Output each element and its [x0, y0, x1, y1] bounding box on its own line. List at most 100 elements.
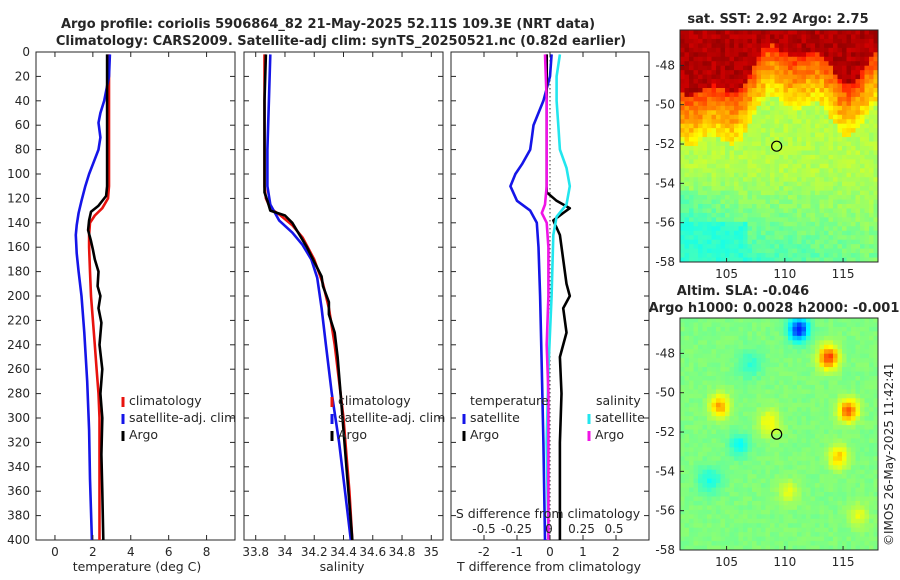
sst_map-cell — [869, 56, 875, 62]
sst_map-cell — [837, 30, 843, 36]
sst_map-cell — [725, 34, 731, 40]
sla_map-cell — [797, 358, 803, 364]
sst_map-cell — [779, 110, 785, 116]
sla_map-cell — [860, 536, 866, 542]
depth-tick-label: 260 — [7, 362, 30, 376]
sla_map-cell — [792, 456, 798, 462]
sst_map-cell — [734, 217, 740, 223]
sst_map-cell — [788, 226, 794, 232]
sla_map-cell — [711, 425, 717, 431]
sst_map-cell — [828, 101, 834, 107]
sst_map-cell — [752, 235, 758, 241]
sla_map-cell — [860, 353, 866, 359]
sla_map-cell — [711, 402, 717, 408]
sla_map-cell — [680, 514, 686, 520]
sst_map-cell — [792, 47, 798, 53]
sla_map-cell — [752, 371, 758, 377]
sst_map-cell — [720, 92, 726, 98]
sla_map-cell — [729, 344, 735, 350]
sst_map-cell — [725, 38, 731, 44]
sla_map-cell — [801, 380, 807, 386]
sla_map-cell — [689, 465, 695, 471]
sla_map-cell — [702, 318, 708, 324]
sla_map-cell — [729, 505, 735, 511]
sst_map-cell — [734, 248, 740, 254]
sst_map-cell — [756, 204, 762, 210]
sst_map-cell — [801, 235, 807, 241]
sst_map-cell — [738, 221, 744, 227]
sla_map-cell — [770, 367, 776, 373]
sst_map-cell — [851, 65, 857, 71]
sla_map-cell — [743, 384, 749, 390]
sst_map-cell — [783, 195, 789, 201]
sst_map-cell — [833, 79, 839, 85]
sst_map-cell — [815, 70, 821, 76]
sst_map-cell — [873, 137, 878, 143]
sla_map-cell — [702, 460, 708, 466]
sla_map-cell — [765, 393, 771, 399]
sla_map-cell — [698, 438, 704, 444]
sst_map-cell — [680, 248, 686, 254]
sst_map-cell — [869, 47, 875, 53]
sla_map-cell — [810, 425, 816, 431]
sla_map-cell — [747, 318, 753, 324]
sst_map-cell — [860, 34, 866, 40]
sst_map-cell — [747, 56, 753, 62]
sst_map-cell — [716, 150, 722, 156]
sst_map-cell — [765, 257, 771, 262]
sla_map-cell — [774, 331, 780, 337]
sst_map-cell — [837, 181, 843, 187]
sla_map-cell — [752, 425, 758, 431]
sla_map-cell — [851, 393, 857, 399]
sst_map-cell — [783, 52, 789, 58]
sst_map-cell — [792, 43, 798, 49]
sla_map-cell — [846, 536, 852, 542]
sst_map-cell — [851, 253, 857, 259]
sla_map-cell — [828, 358, 834, 364]
sla_map-cell — [824, 318, 830, 324]
sst_map-cell — [797, 154, 803, 160]
sla_map-cell — [738, 541, 744, 547]
sla_map-cell — [693, 492, 699, 498]
sst_map-cell — [729, 172, 735, 178]
sla_map-cell — [810, 545, 816, 550]
sla_map-cell — [824, 514, 830, 520]
sst_map-cell — [711, 114, 717, 120]
sla_map-cell — [819, 456, 825, 462]
sst_map-cell — [716, 230, 722, 236]
depth-tick-label: 380 — [7, 509, 30, 523]
sst_map-cell — [824, 88, 830, 94]
sla_map-cell — [756, 487, 762, 493]
sst_map-cell — [689, 101, 695, 107]
sst_map-cell — [860, 96, 866, 102]
sla_map-cell — [788, 340, 794, 346]
sst_map-cell — [702, 217, 708, 223]
sla_map-cell — [756, 344, 762, 350]
sla_map-cell — [810, 434, 816, 440]
sst_map-cell — [806, 172, 812, 178]
sla_map-cell — [734, 376, 740, 382]
sla_map-cell — [689, 398, 695, 404]
sla_map-cell — [761, 496, 767, 502]
sst_map-cell — [707, 248, 713, 254]
sla_map-cell — [864, 353, 870, 359]
sst_map-cell — [869, 38, 875, 44]
sst_map-cell — [774, 159, 780, 165]
sla_map-cell — [698, 429, 704, 435]
sla_map-cell — [743, 532, 749, 538]
sla_map-cell — [824, 340, 830, 346]
sla_map-cell — [833, 483, 839, 489]
sla_map-cell — [860, 326, 866, 332]
sla_map-cell — [684, 523, 690, 529]
sst_map-cell — [743, 212, 749, 218]
sla_map-cell — [752, 420, 758, 426]
sla_map-cell — [680, 469, 686, 475]
sla_map-cell — [729, 523, 735, 529]
sst_map-cell — [729, 163, 735, 169]
sst_map-cell — [698, 34, 704, 40]
sst_map-cell — [689, 141, 695, 147]
sst_map-cell — [702, 119, 708, 125]
sla_map-cell — [855, 340, 861, 346]
sst_map-cell — [747, 159, 753, 165]
sst_map-cell — [851, 119, 857, 125]
